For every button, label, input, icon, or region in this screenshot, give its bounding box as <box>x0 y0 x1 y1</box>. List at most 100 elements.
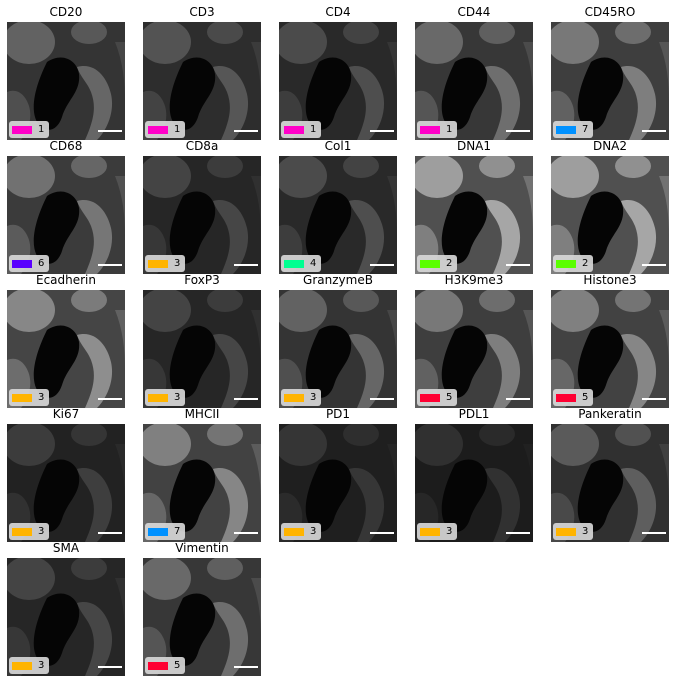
scale-bar <box>234 532 258 534</box>
cluster-legend: 3 <box>9 389 50 406</box>
cluster-number: 1 <box>446 124 453 135</box>
marker-intensity-image: 3 <box>551 424 669 542</box>
marker-intensity-image: 7 <box>551 22 669 140</box>
cluster-number: 3 <box>38 392 45 403</box>
cluster-number: 5 <box>174 660 181 671</box>
panel-title: CD4 <box>325 5 351 19</box>
cluster-legend: 7 <box>145 523 186 540</box>
panel-title: DNA2 <box>592 139 628 153</box>
cluster-number: 5 <box>446 392 453 403</box>
panel-title: Col1 <box>324 139 352 153</box>
scale-bar <box>370 532 394 534</box>
marker-intensity-image: 1 <box>279 22 397 140</box>
marker-intensity-image: 3 <box>279 424 397 542</box>
cluster-number: 3 <box>310 526 317 537</box>
cluster-number: 3 <box>582 526 589 537</box>
cluster-color-swatch <box>284 393 304 402</box>
cluster-legend: 3 <box>9 523 50 540</box>
scale-bar <box>506 130 530 132</box>
panel-title: CD68 <box>49 139 83 153</box>
cluster-number: 1 <box>38 124 45 135</box>
panel-title: DNA1 <box>456 139 492 153</box>
panel-title: PDL1 <box>458 407 490 421</box>
cluster-color-swatch <box>12 259 32 268</box>
marker-intensity-image: 1 <box>7 22 125 140</box>
cluster-legend: 4 <box>281 255 322 272</box>
scale-bar <box>506 264 530 266</box>
cluster-number: 3 <box>310 392 317 403</box>
cluster-number: 3 <box>446 526 453 537</box>
marker-intensity-image: 5 <box>143 558 261 676</box>
cluster-legend: 3 <box>417 523 458 540</box>
cluster-color-swatch <box>420 125 440 134</box>
marker-intensity-image: 7 <box>143 424 261 542</box>
cluster-legend: 3 <box>553 523 594 540</box>
cluster-legend: 1 <box>9 121 50 138</box>
scale-bar <box>370 130 394 132</box>
cluster-legend: 7 <box>553 121 594 138</box>
cluster-color-swatch <box>556 393 576 402</box>
panel-title: H3K9me3 <box>444 273 504 287</box>
cluster-number: 3 <box>38 660 45 671</box>
marker-intensity-image: 2 <box>415 156 533 274</box>
cluster-color-swatch <box>148 259 168 268</box>
marker-intensity-image: 3 <box>7 424 125 542</box>
cluster-legend: 1 <box>145 121 186 138</box>
cluster-color-swatch <box>556 259 576 268</box>
scale-bar <box>370 398 394 400</box>
scale-bar <box>642 130 666 132</box>
cluster-color-swatch <box>12 661 32 670</box>
panel-title: Pankeratin <box>578 407 642 421</box>
marker-intensity-image: 5 <box>551 290 669 408</box>
scale-bar <box>98 398 122 400</box>
cluster-legend: 5 <box>553 389 594 406</box>
cluster-color-swatch <box>556 125 576 134</box>
cluster-color-swatch <box>148 393 168 402</box>
cluster-legend: 3 <box>281 523 322 540</box>
marker-intensity-image: 3 <box>7 558 125 676</box>
scale-bar <box>98 532 122 534</box>
marker-intensity-image: 3 <box>279 290 397 408</box>
cluster-legend: 5 <box>417 389 458 406</box>
scale-bar <box>506 532 530 534</box>
panel-title: CD45RO <box>584 5 636 19</box>
scale-bar <box>98 264 122 266</box>
marker-intensity-image: 3 <box>415 424 533 542</box>
cluster-color-swatch <box>420 527 440 536</box>
scale-bar <box>98 666 122 668</box>
scale-bar <box>370 264 394 266</box>
scale-bar <box>234 130 258 132</box>
cluster-color-swatch <box>420 393 440 402</box>
cluster-number: 7 <box>582 124 589 135</box>
cluster-legend: 6 <box>9 255 50 272</box>
scale-bar <box>642 264 666 266</box>
cluster-color-swatch <box>284 125 304 134</box>
scale-bar <box>506 398 530 400</box>
marker-intensity-image: 2 <box>551 156 669 274</box>
panel-title: MHCII <box>184 407 220 421</box>
marker-intensity-image: 3 <box>7 290 125 408</box>
marker-intensity-image: 3 <box>143 290 261 408</box>
marker-intensity-image: 1 <box>415 22 533 140</box>
panel-title: PD1 <box>325 407 351 421</box>
cluster-color-swatch <box>12 393 32 402</box>
cluster-color-swatch <box>12 125 32 134</box>
cluster-color-swatch <box>148 527 168 536</box>
cluster-number: 3 <box>174 258 181 269</box>
scale-bar <box>234 666 258 668</box>
cluster-number: 2 <box>446 258 453 269</box>
panel-title: Vimentin <box>175 541 229 555</box>
scale-bar <box>234 398 258 400</box>
panel-title: FoxP3 <box>184 273 220 287</box>
panel-title: CD3 <box>189 5 215 19</box>
cluster-color-swatch <box>284 259 304 268</box>
cluster-number: 3 <box>174 392 181 403</box>
marker-intensity-image: 4 <box>279 156 397 274</box>
cluster-color-swatch <box>284 527 304 536</box>
panel-title: Ki67 <box>52 407 80 421</box>
panel-title: Histone3 <box>583 273 637 287</box>
cluster-number: 1 <box>310 124 317 135</box>
cluster-color-swatch <box>12 527 32 536</box>
scale-bar <box>98 130 122 132</box>
